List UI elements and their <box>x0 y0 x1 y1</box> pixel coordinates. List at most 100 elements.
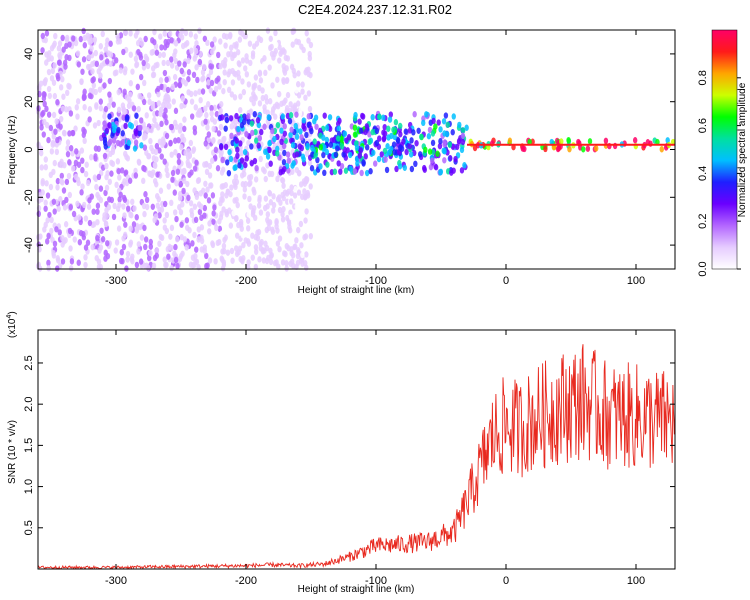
spectrogram-cell <box>95 191 100 199</box>
spectrogram-cell <box>276 194 282 201</box>
spectrogram-cell <box>133 172 139 179</box>
spectrogram-cell <box>178 190 183 198</box>
colorbar-label: Normalized spectral amplitude <box>737 82 748 217</box>
spectrogram-cell <box>361 159 366 166</box>
spectrogram-cell <box>417 151 423 158</box>
spectrogram-cell <box>212 118 218 125</box>
spectrogram-cell <box>57 161 62 168</box>
spectrogram-cell <box>257 45 262 52</box>
spectrogram-cell <box>306 90 312 97</box>
spectrogram-cell <box>285 91 291 99</box>
spectrogram-cell <box>300 251 305 259</box>
spectrogram-cell <box>112 202 117 210</box>
spectrogram-cells <box>35 27 676 272</box>
spectrogram-cell <box>116 225 122 232</box>
spectrogram-cell <box>208 63 213 70</box>
spectrogram-cell <box>142 79 147 87</box>
spectrogram-cell <box>230 257 235 264</box>
spectrogram-cell <box>178 180 184 188</box>
spectrogram-cell <box>87 106 93 113</box>
spectrogram-cell <box>257 194 262 202</box>
spectrogram-cell <box>246 259 251 266</box>
spectrogram-cell <box>180 250 185 257</box>
spectrogram-cell <box>232 42 237 49</box>
spectrogram-cell <box>142 210 147 218</box>
spectrogram-cell <box>107 77 113 85</box>
spectrogram-cell <box>240 231 246 239</box>
spectrogram-cell <box>162 30 167 37</box>
spectrogram-cell <box>279 138 284 146</box>
spectrogram-cell <box>265 203 270 210</box>
spectrogram-cell <box>456 137 462 145</box>
snr-x-tick-label: -100 <box>365 575 387 587</box>
spectrogram-cell <box>90 243 95 251</box>
spectrogram-cell <box>51 198 57 205</box>
spectrogram-cell <box>219 210 224 217</box>
spectrogram-x-tick-label: -100 <box>365 275 387 287</box>
spectrogram-cell <box>46 232 51 240</box>
spectrogram-cell <box>204 252 209 260</box>
spectrogram-cell <box>116 126 121 134</box>
spectrogram-cell <box>433 123 438 130</box>
spectrogram-cell <box>67 130 72 137</box>
spectrogram-cell <box>243 237 248 244</box>
spectrogram-cell <box>275 121 281 129</box>
spectrogram-cell <box>61 46 66 53</box>
spectrogram-cell <box>39 124 44 131</box>
spectrogram-cell <box>157 212 162 219</box>
spectrogram-cell <box>40 178 45 185</box>
spectrogram-cell <box>157 147 162 154</box>
spectrogram-cell <box>391 141 397 148</box>
spectrogram-cell <box>256 35 262 42</box>
spectrogram-cell <box>527 138 532 146</box>
spectrogram-cell <box>263 175 268 183</box>
spectrogram-cell <box>161 51 166 58</box>
spectrogram-cell <box>131 105 137 112</box>
spectrogram-cell <box>184 244 189 251</box>
spectrogram-cell <box>206 131 212 138</box>
spectrogram-cell <box>102 152 108 160</box>
spectrogram-cell <box>281 99 287 106</box>
spectrogram-cell <box>234 196 239 204</box>
spectrogram-cell <box>427 148 433 155</box>
spectrogram-cell <box>111 101 116 108</box>
spectrogram-cell <box>115 158 121 165</box>
spectrogram-cell <box>206 136 212 144</box>
spectrogram-cell <box>220 265 226 272</box>
spectrogram-cell <box>60 258 66 265</box>
spectrogram-cell <box>374 139 380 147</box>
spectrogram-cell <box>130 198 135 206</box>
spectrogram-y-tick-label: 0 <box>23 146 35 152</box>
spectrogram-cell <box>443 112 449 119</box>
spectrogram-cell <box>200 69 206 76</box>
spectrogram-cell <box>82 104 87 111</box>
spectrogram-cell <box>229 91 235 98</box>
spectrogram-y-tick-label: 40 <box>23 48 35 60</box>
spectrogram-cell <box>318 163 323 170</box>
spectrogram-cell <box>264 257 270 265</box>
spectrogram-cell <box>221 87 226 95</box>
spectrogram-cell <box>138 258 144 265</box>
spectrogram-cell <box>153 121 159 129</box>
spectrogram-cell <box>118 257 124 265</box>
spectrogram-cell <box>168 233 173 240</box>
spectrogram-cell <box>275 150 280 157</box>
spectrogram-cell <box>70 150 75 157</box>
spectrogram-cell <box>133 32 139 39</box>
spectrogram-cell <box>217 225 223 233</box>
spectrogram-cell <box>138 54 144 61</box>
spectrogram-cell <box>78 35 84 43</box>
spectrogram-cell <box>173 149 178 156</box>
spectrogram-cell <box>115 33 120 40</box>
spectrogram-cell <box>208 87 214 94</box>
spectrogram-cell <box>104 58 110 65</box>
spectrogram-cell <box>345 147 350 154</box>
spectrogram-cell <box>252 157 258 165</box>
spectrogram-cell <box>202 35 208 42</box>
spectrogram-cell <box>189 207 194 215</box>
spectrogram-cell <box>70 165 76 172</box>
snr-y-tick-label: 1.0 <box>23 479 35 494</box>
spectrogram-cell <box>143 243 148 251</box>
spectrogram-cell <box>73 159 79 167</box>
spectrogram-cell <box>79 147 85 154</box>
